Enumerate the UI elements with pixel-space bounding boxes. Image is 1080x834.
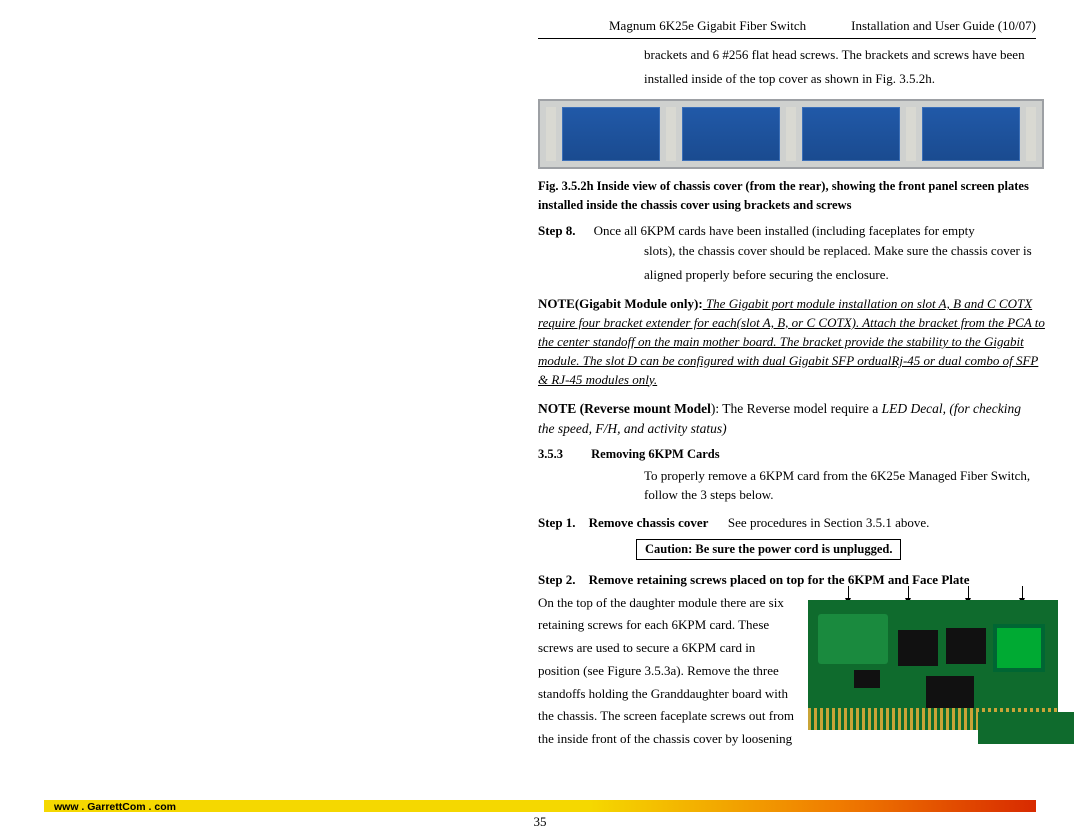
page-header: Magnum 6K25e Gigabit Fiber Switch Instal… [539,18,1036,34]
intro-line2: installed inside of the top cover as sho… [538,69,1048,89]
step8-label: Step 8. [538,221,576,241]
footer-url: www . GarrettCom . com [54,801,176,813]
step1-bold: Remove chassis cover [589,515,709,530]
header-product: Magnum 6K25e Gigabit Fiber Switch [609,18,806,34]
caution-box: Caution: Be sure the power cord is unplu… [636,539,901,560]
step8-l1: Once all 6KPM cards have been installed … [594,221,975,241]
figure-chassis [538,99,1036,169]
note1-prefix: NOTE(Gigabit Module only): [538,296,703,311]
bottom-wrap: On the top of the daughter module there … [538,592,1058,751]
figure-caption: Fig. 3.5.2h Inside view of chassis cover… [538,177,1038,215]
section-number: 3.5.3 [538,447,588,462]
note2-prefix: NOTE ( [538,401,584,416]
section-body: To properly remove a 6KPM card from the … [644,466,1044,505]
note2-after: ): The Reverse model require a [711,401,882,416]
note2-bold: Reverse mount Model [584,401,711,416]
step8-l2: slots), the chassis cover should be repl… [538,241,1048,261]
page-number: 35 [0,814,1080,830]
section-heading: 3.5.3 Removing 6KPM Cards [538,447,1036,462]
step1-rest: See procedures in Section 3.5.1 above. [728,515,929,530]
chassis-illustration [538,99,1044,169]
header-guide: Installation and User Guide (10/07) [851,18,1036,34]
footer-bar [44,800,1036,812]
step1-label: Step 1. [538,515,576,530]
intro-lines: brackets and 6 #256 flat head screws. Th… [538,45,1048,89]
intro-line1: brackets and 6 #256 flat head screws. Th… [538,45,1048,65]
step1-line: Step 1. Remove chassis cover See procedu… [538,515,1036,531]
step8-block: Step 8. Once all 6KPM cards have been in… [538,221,1048,285]
note-gigabit: NOTE(Gigabit Module only): The Gigabit p… [538,295,1048,389]
step8-l3: aligned properly before securing the enc… [538,265,1048,285]
section-title: Removing 6KPM Cards [591,447,719,461]
note-reverse: NOTE (Reverse mount Model): The Reverse … [538,399,1038,438]
pcb-figure [808,592,1058,744]
step2-line: Step 2. Remove retaining screws placed o… [538,572,1036,588]
header-rule [538,38,1036,39]
step2-label: Step 2. [538,572,576,587]
bottom-text: On the top of the daughter module there … [538,592,798,751]
step2-text: Remove retaining screws placed on top fo… [589,572,970,587]
